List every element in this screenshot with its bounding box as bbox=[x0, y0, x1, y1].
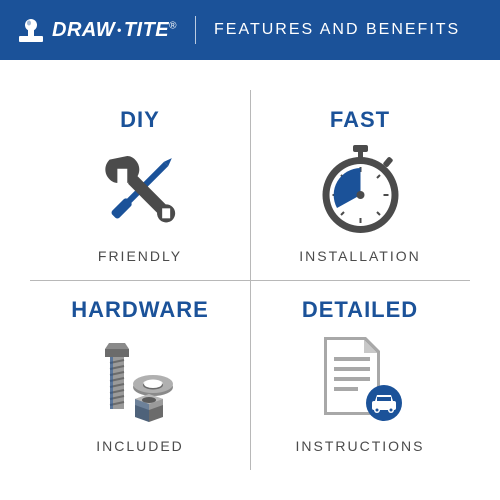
feature-subtitle: INCLUDED bbox=[96, 438, 184, 454]
feature-title: HARDWARE bbox=[71, 297, 209, 323]
logo: DRAW•TITE® bbox=[16, 15, 177, 45]
document-vehicle-icon bbox=[310, 333, 410, 428]
brand-part-a: DRAW bbox=[52, 19, 115, 41]
feature-detailed: DETAILED bbox=[250, 280, 470, 470]
feature-diy: DIY bbox=[30, 90, 250, 280]
hitch-ball-icon bbox=[16, 15, 46, 45]
divider-horizontal bbox=[30, 280, 470, 281]
header-subtitle: FEATURES AND BENEFITS bbox=[214, 21, 460, 39]
feature-fast: FAST bbox=[250, 90, 470, 280]
brand-part-b: TITE bbox=[124, 19, 169, 41]
feature-title: DETAILED bbox=[302, 297, 418, 323]
feature-subtitle: INSTALLATION bbox=[299, 248, 421, 264]
brand-text: DRAW•TITE® bbox=[52, 19, 177, 42]
feature-title: DIY bbox=[120, 107, 160, 133]
features-grid: DIY bbox=[0, 60, 500, 500]
feature-subtitle: FRIENDLY bbox=[98, 248, 182, 264]
feature-hardware: HARDWARE bbox=[30, 280, 250, 470]
feature-subtitle: INSTRUCTIONS bbox=[296, 438, 425, 454]
stopwatch-icon bbox=[313, 143, 408, 238]
bolt-nut-washer-icon bbox=[85, 333, 195, 428]
header-bar: DRAW•TITE® FEATURES AND BENEFITS bbox=[0, 0, 500, 60]
feature-title: FAST bbox=[330, 107, 390, 133]
header-divider bbox=[195, 16, 196, 44]
wrench-screwdriver-icon bbox=[90, 143, 190, 238]
